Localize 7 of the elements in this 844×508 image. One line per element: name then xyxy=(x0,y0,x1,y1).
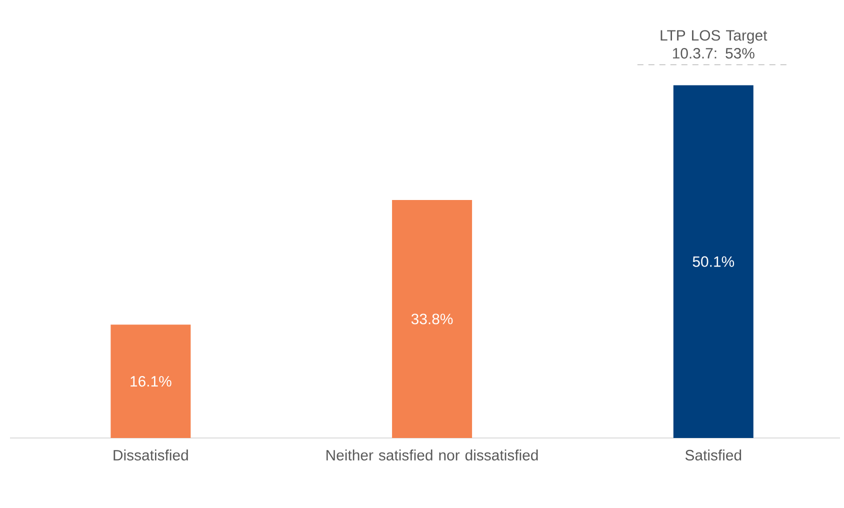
x-tick-label: Dissatisfied xyxy=(114,450,188,460)
data-label: 16.1% xyxy=(130,376,172,387)
x-tick-label: Neither satisfied nor dissatisfied xyxy=(326,450,538,460)
data-label: 33.8% xyxy=(411,314,453,324)
x-tick-label: Satisfied xyxy=(685,450,742,460)
data-label: 50.1% xyxy=(692,256,734,267)
ref-line-label: LTP LOS Target 10.3.7: 53% xyxy=(660,30,768,59)
